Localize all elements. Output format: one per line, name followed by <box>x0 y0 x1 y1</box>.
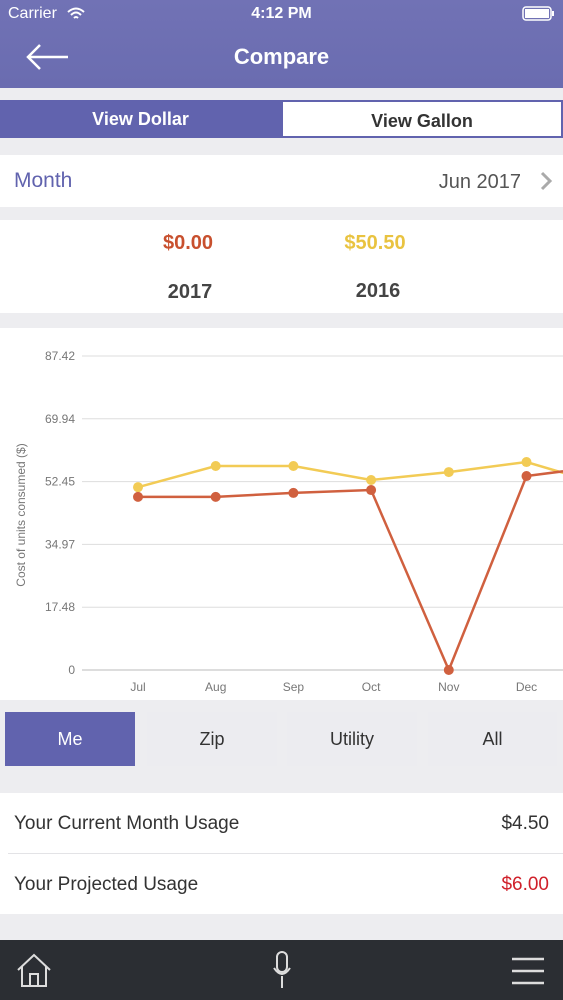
amount-2017: $0.00 <box>162 232 214 254</box>
point <box>210 460 221 471</box>
y-tick-label: 0 <box>68 663 75 677</box>
home-icon[interactable] <box>15 952 53 988</box>
x-tick-label: Jul <box>130 680 145 694</box>
time: 4:12 PM <box>251 5 312 22</box>
tab-active[interactable]: View Dollar <box>0 100 281 138</box>
filter[interactable]: All <box>428 712 557 766</box>
mic-icon[interactable] <box>271 950 293 990</box>
y-tick-label: 34.97 <box>45 537 75 551</box>
x-tick-label: Oct <box>362 680 381 694</box>
chart: Cost of units consumed ($) 0 17.48 34.97 52… <box>0 328 563 700</box>
y-tick-label: 87.42 <box>45 349 75 363</box>
month-row[interactable]: Month Jun 2017 <box>0 155 563 207</box>
filter[interactable]: Zip <box>147 712 277 766</box>
point <box>366 485 377 496</box>
point <box>288 487 299 498</box>
chevron <box>540 171 553 191</box>
divider <box>8 853 563 854</box>
title: Compare <box>233 44 330 69</box>
point <box>443 467 454 478</box>
y-tick-label: 69.94 <box>45 412 75 426</box>
month-label: Month <box>14 169 73 192</box>
battery-icon <box>522 6 554 21</box>
point <box>288 460 299 471</box>
point <box>133 491 143 502</box>
header: Carrier 4:12 PM Compare <box>0 0 563 88</box>
filter-active[interactable]: Me <box>5 712 135 766</box>
usage-value: $4.50 <box>501 813 549 834</box>
point <box>210 491 221 502</box>
usage-label: Your Projected Usage <box>14 874 199 895</box>
usage-value: $6.00 <box>501 874 549 895</box>
point <box>521 471 532 482</box>
back-button[interactable] <box>24 42 72 72</box>
point <box>133 482 143 493</box>
tab-bar <box>0 940 563 1000</box>
x-tick-label: Sep <box>283 680 305 694</box>
point <box>366 474 377 485</box>
year-2016: 2016 <box>355 280 401 302</box>
tab[interactable]: View Gallon <box>281 100 563 138</box>
usage-label: Your Current Month Usage <box>14 813 240 834</box>
y-tick-label: 52.45 <box>45 475 75 489</box>
chart-bg <box>0 328 563 700</box>
menu-icon[interactable] <box>510 956 546 986</box>
point <box>443 665 454 675</box>
amount-2016: $50.50 <box>344 232 406 254</box>
point <box>521 457 532 468</box>
y-axis-label: Cost of units consumed ($) <box>14 443 28 586</box>
y-tick-label: 17.48 <box>45 600 75 614</box>
usage: Your Current Month Usage $4.50 Your Proj… <box>0 793 563 914</box>
x-tick-label: Nov <box>438 680 459 694</box>
summary: $0.00 $50.50 2017 2016 <box>0 220 563 313</box>
wifi-icon <box>67 7 85 19</box>
month-value: Jun 2017 <box>438 171 521 193</box>
x-tick-label: Aug <box>205 680 226 694</box>
carrier: Carrier <box>8 5 57 22</box>
filter[interactable]: Utility <box>287 712 417 766</box>
x-tick-label: Dec <box>516 680 537 694</box>
year-2017: 2017 <box>167 281 213 303</box>
